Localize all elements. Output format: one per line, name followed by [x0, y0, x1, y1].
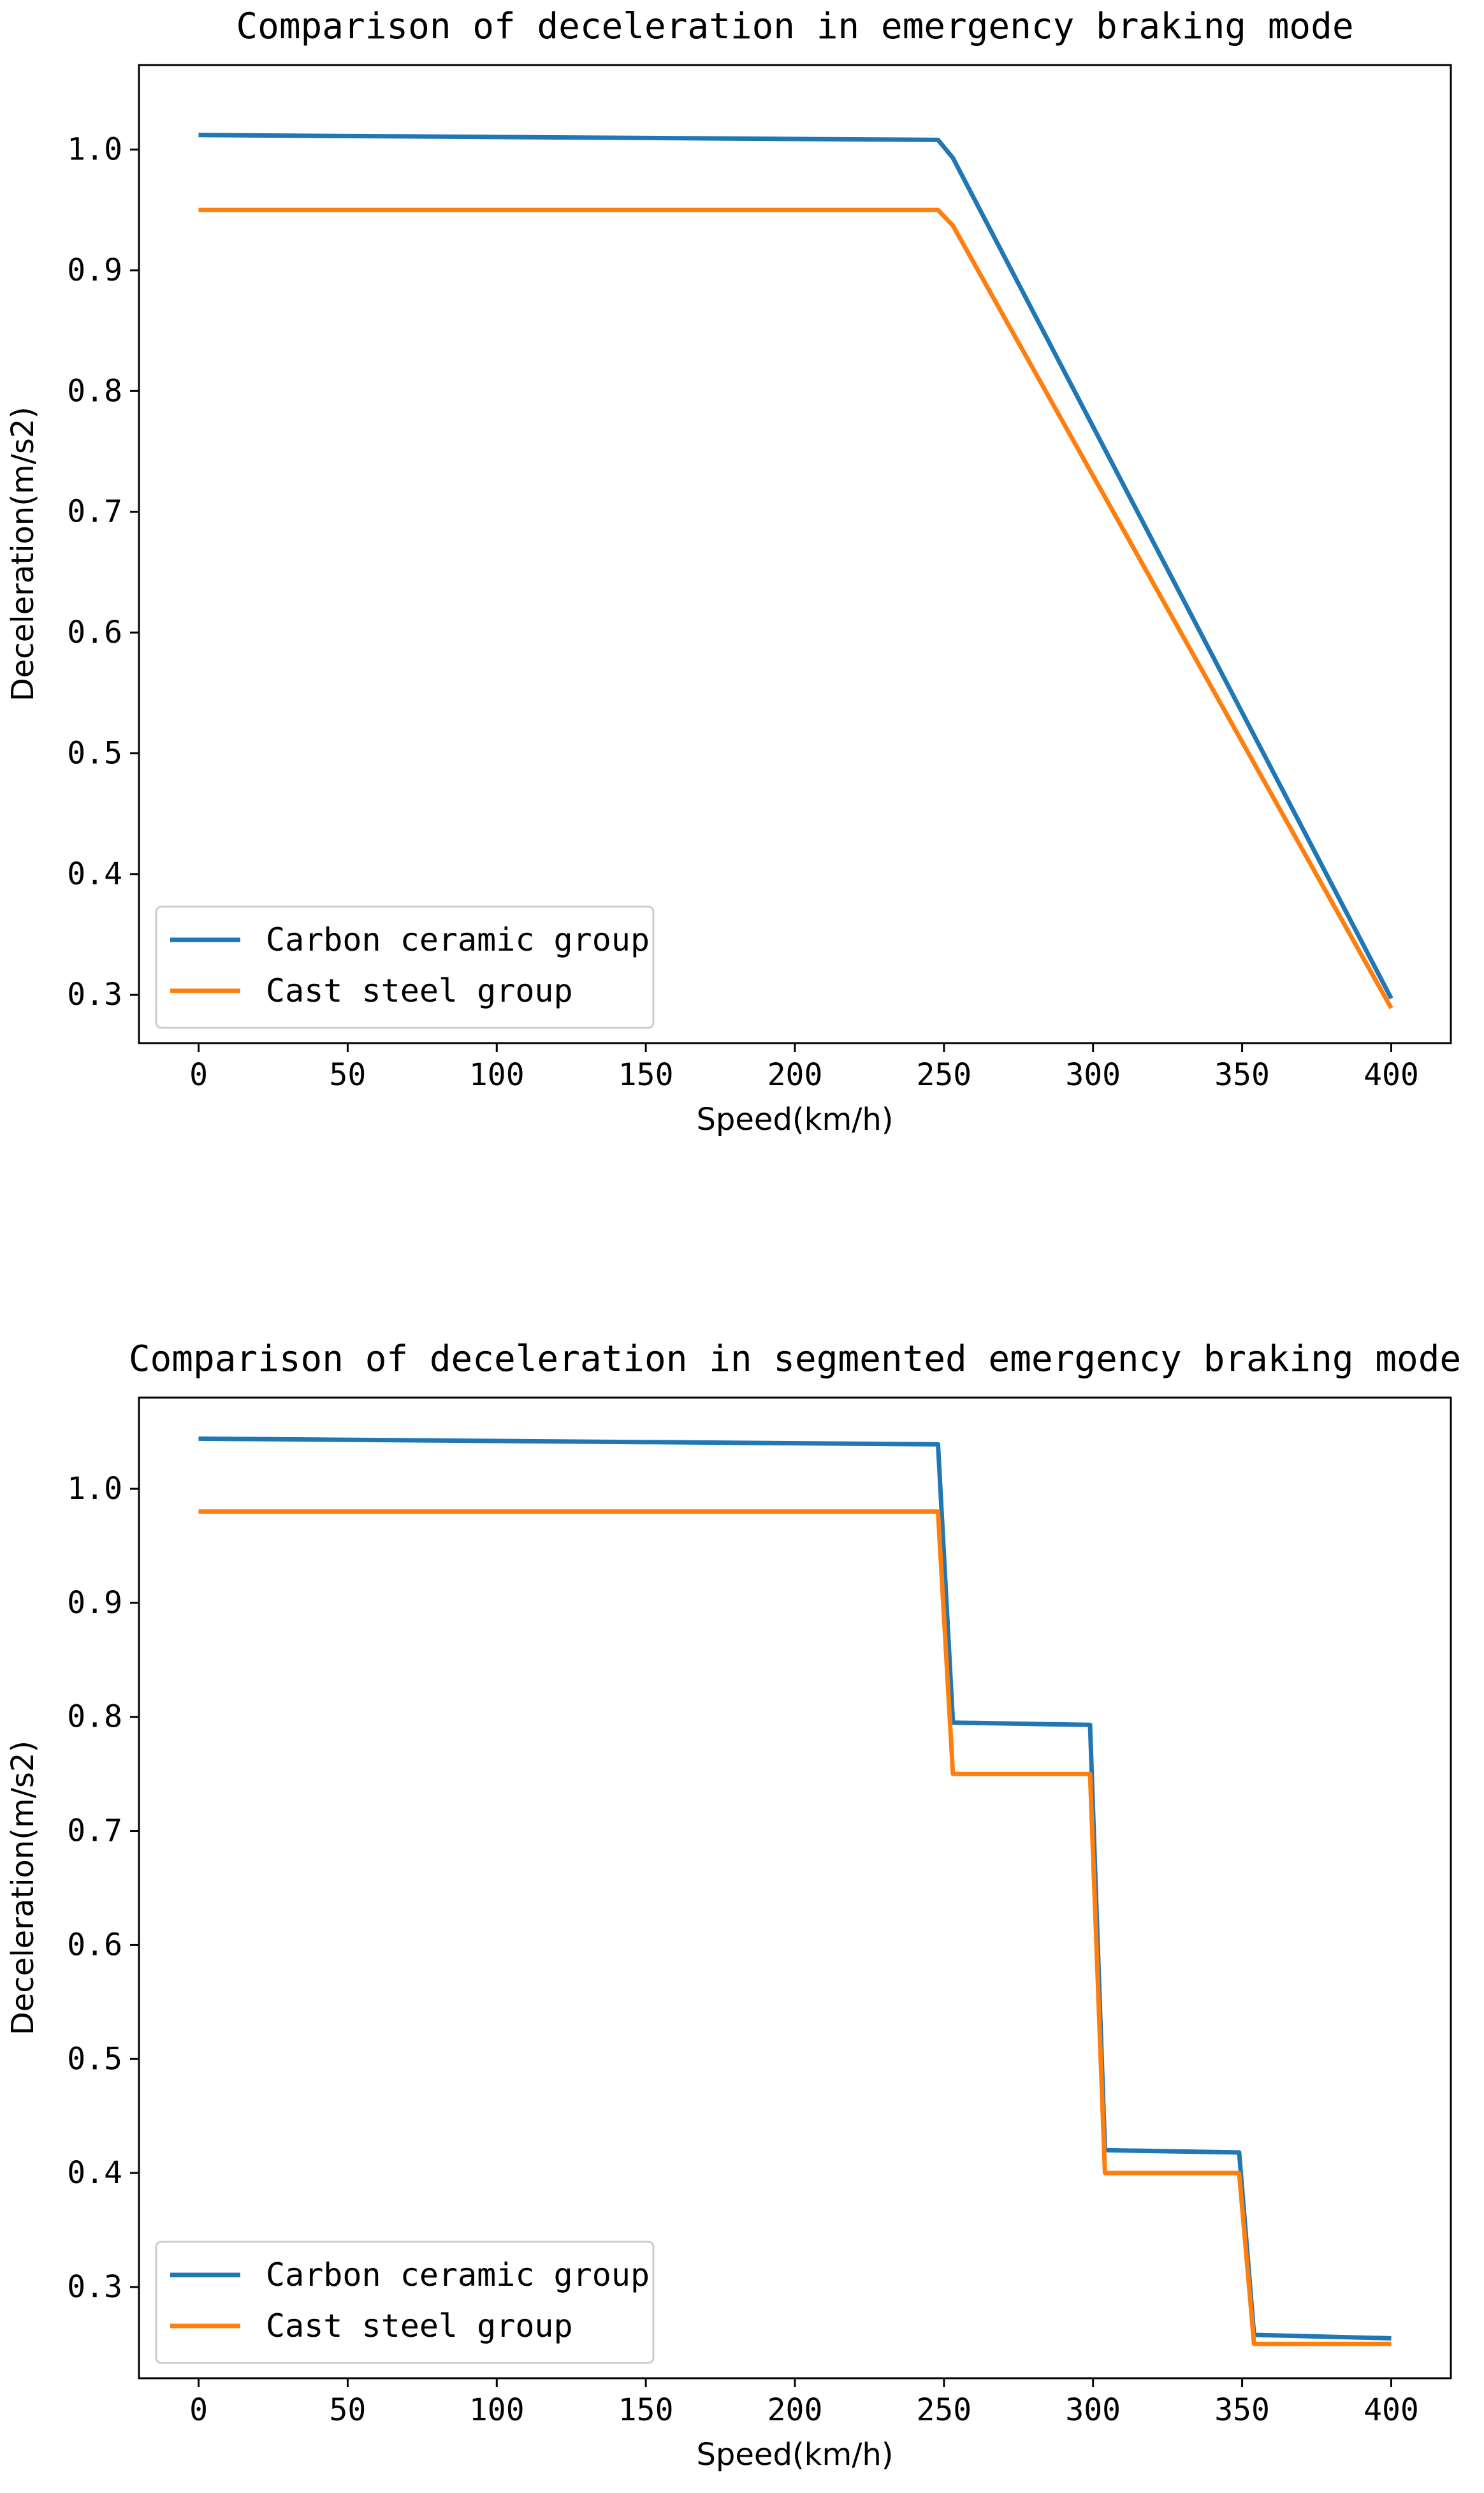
emergency-braking-chart: Comparison of deceleration in emergency … — [5, 6, 1452, 1137]
y-tick-label: 0.6 — [67, 615, 122, 650]
legend-label-carbon-ceramic: Carbon ceramic group — [266, 2256, 650, 2293]
legend-label-cast-steel: Cast steel group — [266, 2307, 573, 2344]
y-tick-label: 0.8 — [67, 1699, 122, 1735]
y-tick-label: 1.0 — [67, 132, 122, 168]
y-tick-label: 0.4 — [67, 856, 122, 892]
x-tick-label: 100 — [469, 1057, 525, 1093]
y-tick-label: 0.8 — [67, 373, 122, 409]
legend-box — [155, 2241, 655, 2364]
x-tick-label: 250 — [917, 2392, 972, 2428]
y-tick-label: 0.4 — [67, 2155, 122, 2191]
y-tick-label: 0.5 — [67, 735, 122, 771]
x-tick-label: 300 — [1065, 2392, 1121, 2428]
legend: Carbon ceramic group Cast steel group — [155, 2241, 655, 2364]
cast-steel-series-line — [198, 207, 1393, 1009]
x-tick-label: 150 — [618, 1057, 674, 1093]
chart-title: Comparison of deceleration in emergency … — [236, 6, 1353, 47]
x-tick-label: 250 — [917, 1057, 972, 1093]
y-tick-label: 0.9 — [67, 252, 122, 288]
y-tick-label: 0.3 — [67, 2269, 122, 2305]
y-axis-label: Deceleration(m/s2) — [5, 407, 41, 701]
x-tick-label: 50 — [330, 2392, 367, 2428]
legend-label-carbon-ceramic: Carbon ceramic group — [266, 921, 650, 958]
x-axis-label: Speed(km/h) — [696, 2437, 893, 2473]
legend-label-cast-steel: Cast steel group — [266, 972, 573, 1009]
cast-steel-series-line — [198, 1509, 1392, 2346]
x-tick-label: 350 — [1214, 1057, 1270, 1093]
x-axis-label: Speed(km/h) — [696, 1102, 893, 1137]
x-tick-label: 150 — [618, 2392, 674, 2428]
x-tick-label: 200 — [767, 1057, 823, 1093]
x-tick-label: 50 — [330, 1057, 367, 1093]
plot-frame — [138, 1396, 1452, 2380]
x-tick-label: 350 — [1214, 2392, 1270, 2428]
y-tick-label: 0.9 — [67, 1585, 122, 1621]
segmented-emergency-braking-chart: Comparison of deceleration in segmented … — [5, 1338, 1461, 2473]
y-tick-label: 1.0 — [67, 1471, 122, 1507]
x-tick-label: 0 — [189, 2392, 208, 2428]
x-tick-label: 400 — [1364, 2392, 1419, 2428]
y-tick-label: 0.6 — [67, 1927, 122, 1963]
y-tick-label: 0.3 — [67, 977, 122, 1013]
carbon-ceramic-series-line — [198, 1436, 1392, 2341]
legend: Carbon ceramic group Cast steel group — [155, 905, 655, 1029]
y-tick-label: 0.5 — [67, 2041, 122, 2077]
y-axis-label: Deceleration(m/s2) — [5, 1741, 41, 2035]
plot-frame — [138, 64, 1452, 1044]
x-tick-label: 200 — [767, 2392, 823, 2428]
x-tick-label: 0 — [189, 1057, 208, 1093]
x-tick-label: 400 — [1364, 1057, 1419, 1093]
carbon-ceramic-series-line — [198, 133, 1393, 1000]
legend-box — [155, 905, 655, 1029]
x-tick-label: 100 — [469, 2392, 525, 2428]
y-tick-label: 0.7 — [67, 494, 122, 530]
x-tick-label: 300 — [1065, 1057, 1121, 1093]
y-tick-label: 0.7 — [67, 1813, 122, 1849]
chart-title: Comparison of deceleration in segmented … — [129, 1338, 1461, 1380]
